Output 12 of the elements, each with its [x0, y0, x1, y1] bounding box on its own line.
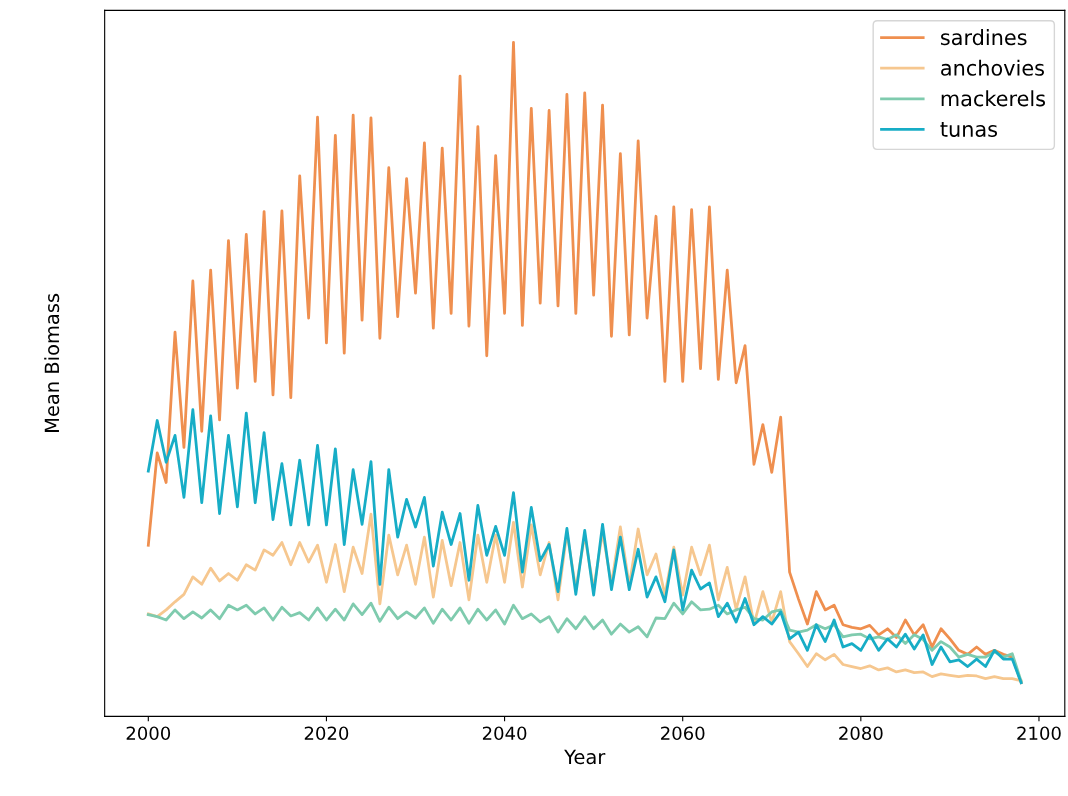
legend-label: tunas: [940, 122, 998, 137]
legend-label: anchovies: [941, 59, 1044, 76]
x-axis-title: Year: [564, 749, 606, 765]
legend-label: mackerels: [941, 90, 1046, 107]
legend-label: sardines: [940, 29, 1027, 46]
x-tick-label: 2060: [661, 726, 705, 741]
x-tick-label: 2040: [482, 726, 527, 741]
x-tick-label: 2000: [126, 726, 171, 741]
x-tick-label: 2020: [304, 726, 349, 741]
x-tick-label: 2100: [1017, 726, 1061, 741]
y-axis-title: Mean Biomass: [44, 293, 60, 432]
x-tick-label: 2080: [839, 726, 883, 741]
